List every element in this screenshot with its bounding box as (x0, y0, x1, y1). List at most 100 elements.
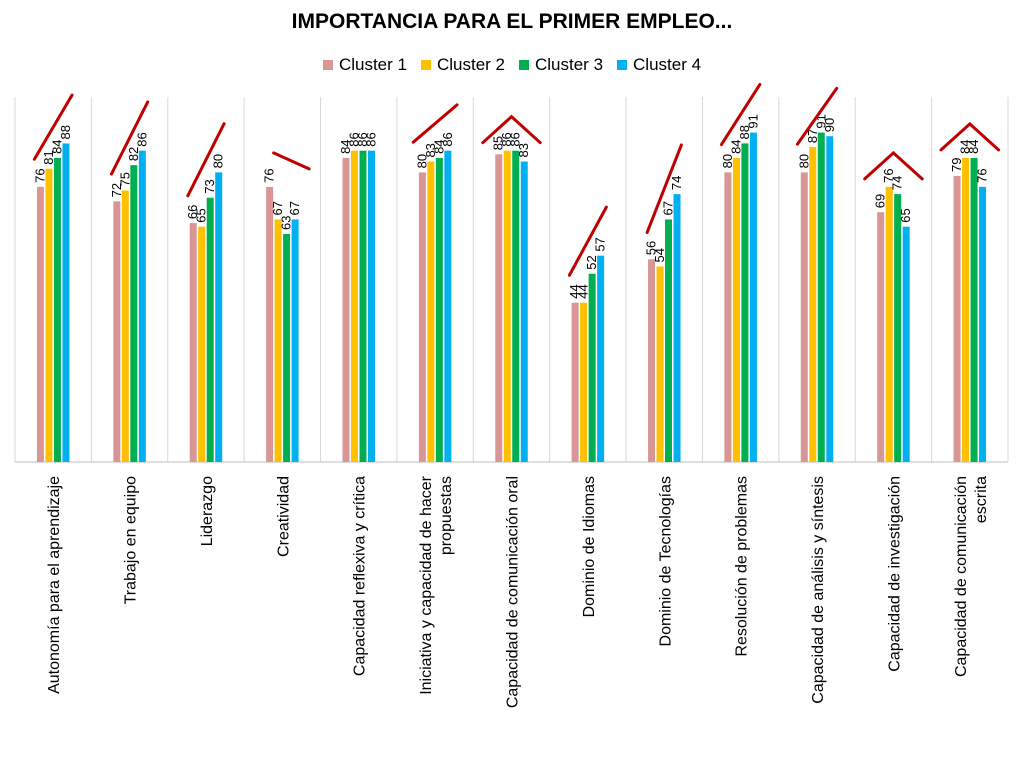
data-label: 87 (805, 129, 820, 143)
bar-cluster-1-capacidad-reflexiva-y-critica (342, 157, 350, 463)
bar-cluster-4-trabajo-en-equipo (138, 150, 146, 462)
bar-cluster-1-resolucion-de-problemas (724, 172, 732, 462)
bar-cluster-4-capacidad-de-analisis-y-sintesis (826, 136, 834, 462)
data-label: 84 (958, 139, 973, 153)
category-label: Autonomía para el aprendizaje (46, 476, 63, 694)
trend-mark-capacidad-de-investigacion (863, 150, 924, 181)
legend-swatch-cluster-2 (420, 60, 431, 70)
bar-cluster-2-capacidad-de-analisis-y-sintesis (809, 147, 817, 462)
data-label: 72 (109, 183, 124, 197)
chart-title: IMPORTANCIA PARA EL PRIMER EMPLEO... (291, 10, 733, 33)
data-label: 88 (58, 125, 73, 139)
data-label: 86 (440, 132, 455, 146)
data-label: 76 (881, 168, 896, 182)
category-label: Creatividad (275, 476, 292, 557)
trend-mark-iniciativa-y-capacidad-de-hacer-propuestas (411, 103, 459, 144)
bar-cluster-2-resolucion-de-problemas (732, 157, 740, 463)
bar-cluster-2-trabajo-en-equipo (121, 190, 129, 462)
data-label: 84 (728, 139, 743, 153)
data-label: 84 (49, 139, 64, 153)
data-label: 80 (720, 154, 735, 168)
data-label: 91 (745, 114, 760, 128)
data-label: 79 (949, 158, 964, 172)
bar-cluster-2-iniciativa-y-capacidad-de-hacer-propuestas (427, 161, 435, 463)
bar-cluster-2-dominio-de-idiomas (580, 302, 588, 462)
category-label: Dominio de Idiomas (581, 476, 598, 617)
data-label: 54 (652, 248, 667, 262)
legend-label-cluster-2: Cluster 2 (436, 55, 505, 74)
bar-cluster-3-resolucion-de-problemas (741, 143, 749, 462)
data-label: 84 (966, 139, 981, 153)
legend-swatch-cluster-3 (519, 60, 529, 70)
data-label: 84 (431, 139, 446, 153)
legend-item-cluster-4: Cluster 4 (617, 55, 701, 75)
bar-cluster-1-dominio-de-idiomas (571, 302, 579, 462)
bar-cluster-1-creatividad (266, 186, 274, 462)
trend-mark-dominio-de-tecnologias (645, 143, 683, 234)
bar-cluster-4-capacidad-de-comunicacion-oral (520, 161, 528, 463)
bar-cluster-1-capacidad-de-analisis-y-sintesis (800, 172, 808, 462)
trend-mark-capacidad-de-comunicacion-escrita (939, 121, 1001, 152)
data-label: 80 (414, 154, 429, 168)
data-label: 76 (975, 168, 990, 182)
bar-cluster-2-capacidad-reflexiva-y-critica (350, 150, 358, 462)
bar-cluster-3-trabajo-en-equipo (130, 165, 138, 462)
category-label: Capacidad de comunicación oral (505, 476, 522, 708)
legend-label-cluster-3: Cluster 3 (535, 55, 604, 74)
data-label: 76 (32, 168, 47, 182)
data-label: 85 (491, 136, 506, 150)
bar-cluster-1-trabajo-en-equipo (113, 201, 121, 463)
bar-cluster-4-capacidad-de-investigacion (902, 226, 910, 462)
trend-mark-trabajo-en-equipo (109, 100, 150, 176)
legend-label-cluster-4: Cluster 4 (633, 55, 702, 74)
category-label: escrita (973, 476, 990, 523)
trend-mark-autonomia-para-el-aprendizaje (32, 93, 74, 161)
bar-cluster-3-dominio-de-idiomas (588, 273, 596, 462)
trend-mark-capacidad-de-comunicacion-oral (481, 114, 542, 145)
data-label: 86 (508, 132, 523, 146)
bar-cluster-4-autonomia-para-el-aprendizaje (62, 143, 70, 462)
bar-cluster-3-iniciativa-y-capacidad-de-hacer-propuestas (435, 157, 443, 463)
bar-cluster-2-autonomia-para-el-aprendizaje (45, 168, 53, 462)
bar-cluster-4-capacidad-de-comunicacion-escrita (979, 186, 987, 462)
data-label: 86 (355, 132, 370, 146)
bar-cluster-2-creatividad (274, 219, 282, 462)
data-label: 81 (41, 150, 56, 164)
trend-mark-creatividad (272, 151, 311, 171)
bar-cluster-1-iniciativa-y-capacidad-de-hacer-propuestas (418, 172, 426, 462)
data-label: 69 (873, 194, 888, 208)
data-label: 73 (202, 179, 217, 193)
data-label: 88 (737, 125, 752, 139)
bar-cluster-1-liderazgo (189, 223, 197, 462)
legend-item-cluster-3: Cluster 3 (519, 55, 603, 75)
trend-mark-capacidad-de-analisis-y-sintesis (795, 86, 839, 146)
category-label: Capacidad de investigación (886, 476, 903, 672)
bar-cluster-1-capacidad-de-comunicacion-escrita (953, 176, 961, 462)
data-label: 86 (363, 132, 378, 146)
category-label: Dominio de Tecnologías (657, 476, 674, 646)
bar-cluster-3-liderazgo (206, 197, 214, 463)
category-label: Capacidad reflexiva y crítica (352, 476, 369, 676)
data-label: 57 (593, 237, 608, 251)
bar-cluster-3-creatividad (283, 233, 291, 462)
data-label: 67 (287, 201, 302, 215)
data-label: 67 (661, 201, 676, 215)
data-label: 74 (669, 176, 684, 190)
category-label: Capacidad de comunicación (953, 476, 970, 677)
trend-mark-dominio-de-idiomas (567, 205, 608, 277)
bar-cluster-2-capacidad-de-comunicacion-escrita (962, 157, 970, 463)
bar-cluster-1-dominio-de-tecnologias (648, 259, 656, 462)
bar-cluster-1-capacidad-de-investigacion (877, 212, 885, 462)
data-label: 80 (211, 154, 226, 168)
data-label: 80 (796, 154, 811, 168)
category-label: Capacidad de análisis y síntesis (810, 476, 827, 704)
data-label: 86 (499, 132, 514, 146)
bar-cluster-1-capacidad-de-comunicacion-oral (495, 154, 503, 463)
data-label: 66 (185, 205, 200, 219)
data-label: 82 (126, 147, 141, 161)
bar-cluster-1-autonomia-para-el-aprendizaje (36, 186, 44, 462)
bar-cluster-3-capacidad-reflexiva-y-critica (359, 150, 367, 462)
data-label: 84 (338, 139, 353, 153)
bar-cluster-2-dominio-de-tecnologias (656, 266, 664, 462)
